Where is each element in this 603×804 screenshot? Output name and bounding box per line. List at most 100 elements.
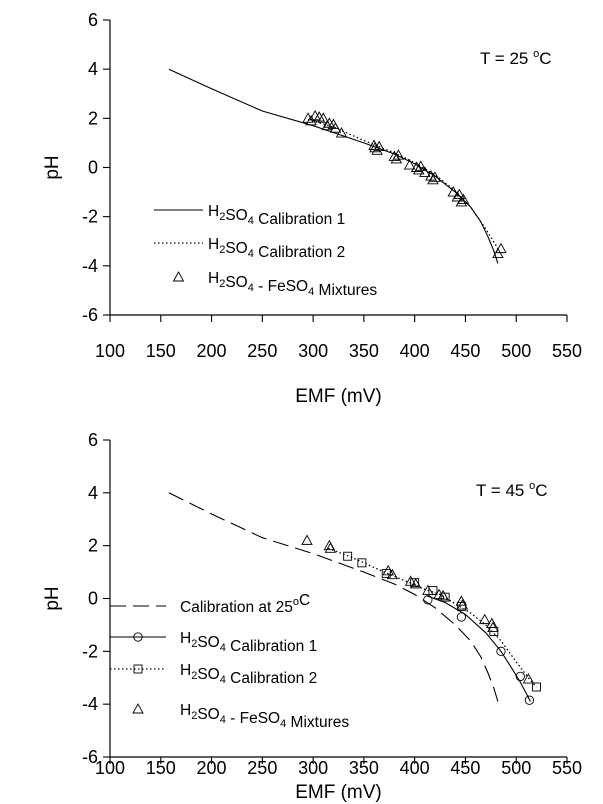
y-tick-label: -2 bbox=[82, 207, 98, 227]
x-tick-label: 350 bbox=[349, 341, 379, 361]
legend-label: H2SO4 Calibration 2 bbox=[180, 662, 317, 687]
series-line bbox=[328, 547, 537, 688]
x-tick-label: 350 bbox=[349, 758, 379, 778]
data-point-triangle bbox=[455, 595, 468, 606]
y-tick-label: 6 bbox=[88, 430, 98, 450]
y-tick-label: 0 bbox=[88, 158, 98, 178]
data-point-triangle bbox=[419, 166, 431, 177]
legend-swatch-marker bbox=[133, 664, 143, 674]
legend-label: H2SO4 Calibration 1 bbox=[180, 630, 317, 655]
y-tick-label: 6 bbox=[88, 10, 98, 30]
x-tick-label: 200 bbox=[197, 341, 227, 361]
legend-label: H2SO4 Calibration 2 bbox=[208, 236, 345, 261]
data-point-triangle bbox=[335, 127, 348, 138]
x-tick-label: 100 bbox=[95, 758, 125, 778]
data-point-triangle bbox=[422, 584, 434, 596]
data-point-triangle bbox=[329, 122, 342, 133]
series-2 bbox=[307, 118, 499, 249]
x-tick-label: 550 bbox=[552, 758, 582, 778]
data-point-circle bbox=[496, 646, 506, 656]
legend-label: H2SO4 Calibration 1 bbox=[208, 203, 345, 228]
x-tick-label: 550 bbox=[552, 341, 582, 361]
legend-label: H2SO4 - FeSO4 Mixtures bbox=[208, 270, 377, 299]
x-tick-label: 200 bbox=[197, 758, 227, 778]
data-point-triangle bbox=[487, 621, 499, 633]
series-2 bbox=[423, 595, 535, 705]
x-axis-title: EMF (mV) bbox=[295, 386, 382, 407]
series-3 bbox=[328, 547, 541, 692]
series-4 bbox=[301, 534, 535, 684]
series-1 bbox=[168, 68, 499, 264]
legend-swatch-marker bbox=[133, 632, 143, 642]
data-point-triangle bbox=[409, 578, 422, 589]
x-tick-label: 400 bbox=[400, 758, 430, 778]
series-line bbox=[168, 68, 499, 264]
x-tick-label: 300 bbox=[298, 758, 328, 778]
data-point-triangle bbox=[382, 564, 395, 576]
data-point-triangle bbox=[456, 599, 469, 610]
data-point-square bbox=[343, 551, 353, 561]
data-point-triangle bbox=[522, 673, 535, 684]
y-tick-label: -4 bbox=[82, 694, 98, 714]
data-point-triangle bbox=[495, 242, 507, 254]
y-axis-title: pH bbox=[42, 155, 63, 179]
data-point-triangle bbox=[451, 191, 464, 202]
data-point-triangle bbox=[404, 575, 417, 586]
data-point-triangle bbox=[437, 589, 449, 601]
x-tick-label: 300 bbox=[298, 341, 328, 361]
data-point-triangle bbox=[410, 161, 423, 172]
data-point-triangle bbox=[455, 195, 468, 207]
x-tick-label: 500 bbox=[501, 341, 531, 361]
chart-panel-top: 100 150 200 250 300 350 400 450 500 550 -6 -4 -2 0 2 4 6… bbox=[42, 10, 582, 407]
data-point-triangle bbox=[392, 149, 405, 160]
data-point-triangle bbox=[427, 173, 439, 185]
data-point-circle bbox=[524, 695, 535, 705]
x-tick-label: 150 bbox=[146, 758, 176, 778]
x-tick-label: 150 bbox=[146, 341, 176, 361]
x-tick-label: 100 bbox=[95, 341, 125, 361]
data-point-circle bbox=[423, 595, 433, 605]
data-point-triangle bbox=[447, 186, 460, 197]
legend-swatch-marker bbox=[132, 703, 144, 714]
y-tick-label: -6 bbox=[82, 305, 98, 325]
series-line bbox=[426, 595, 531, 702]
y-tick-label: 2 bbox=[88, 536, 98, 556]
data-point-triangle bbox=[302, 112, 314, 123]
legend: H2SO4 Calibration 1 H2SO4 Calibration 2 H2… bbox=[154, 203, 377, 299]
data-point-triangle bbox=[429, 171, 441, 182]
legend-label: Calibration at 25oC bbox=[180, 592, 310, 616]
y-axis-title: pH bbox=[42, 586, 63, 610]
data-point-triangle bbox=[433, 588, 445, 599]
data-point-triangle bbox=[453, 188, 466, 199]
series-3 bbox=[302, 109, 507, 258]
data-point-triangle bbox=[324, 542, 337, 553]
y-tick-label: 2 bbox=[88, 108, 98, 128]
x-tick-label: 250 bbox=[247, 758, 277, 778]
data-point-triangle bbox=[386, 568, 399, 580]
x-tick-label: 450 bbox=[450, 341, 480, 361]
data-point-triangle bbox=[403, 159, 416, 170]
data-point-triangle bbox=[388, 150, 401, 161]
y-tick-label: 0 bbox=[88, 589, 98, 609]
data-point-triangle bbox=[486, 617, 498, 629]
data-point-square bbox=[410, 578, 420, 588]
series-line bbox=[168, 492, 499, 702]
data-point-square bbox=[357, 558, 367, 568]
y-tick-label: -2 bbox=[82, 641, 98, 661]
x-tick-label: 500 bbox=[501, 758, 531, 778]
temperature-label: T = 25 oC bbox=[480, 48, 552, 68]
data-point-triangle bbox=[373, 140, 385, 152]
legend-swatch-marker bbox=[172, 271, 185, 282]
data-point-triangle bbox=[414, 160, 427, 171]
x-tick-label: 450 bbox=[450, 758, 480, 778]
data-point-circle bbox=[515, 671, 525, 682]
data-point-triangle bbox=[317, 112, 330, 123]
data-point-square bbox=[532, 682, 541, 692]
data-point-triangle bbox=[301, 534, 313, 545]
y-tick-label: 4 bbox=[88, 483, 98, 503]
data-point-square bbox=[440, 592, 450, 602]
series-line bbox=[307, 118, 499, 249]
data-point-triangle bbox=[457, 193, 470, 204]
temperature-label: T = 45 oC bbox=[476, 480, 548, 500]
y-tick-label: -4 bbox=[82, 256, 98, 276]
